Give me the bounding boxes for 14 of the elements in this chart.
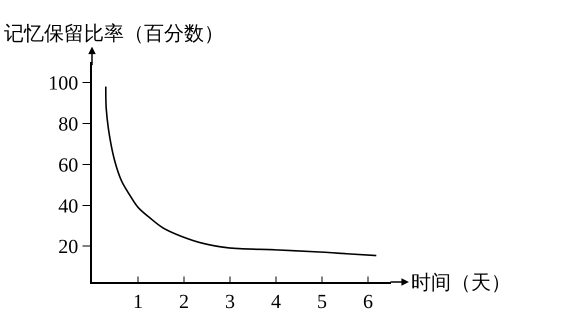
x-tick-label: 3 bbox=[225, 290, 235, 313]
x-tick-label: 6 bbox=[363, 290, 373, 313]
x-tick-label: 4 bbox=[271, 290, 281, 313]
y-axis-title: 记忆保留比率（百分数） bbox=[4, 21, 224, 45]
y-tick-label: 80 bbox=[58, 113, 78, 136]
y-tick-label: 40 bbox=[58, 195, 78, 218]
x-tick-label: 2 bbox=[179, 290, 189, 313]
y-tick-label: 20 bbox=[58, 236, 78, 258]
y-tick-label: 60 bbox=[58, 154, 78, 176]
x-tick-label: 1 bbox=[133, 290, 143, 313]
x-axis-title: 时间（天） bbox=[411, 270, 511, 294]
line-series bbox=[104, 86, 378, 256]
x-tick-label: 5 bbox=[317, 290, 327, 313]
y-tick-label: 100 bbox=[48, 72, 78, 94]
